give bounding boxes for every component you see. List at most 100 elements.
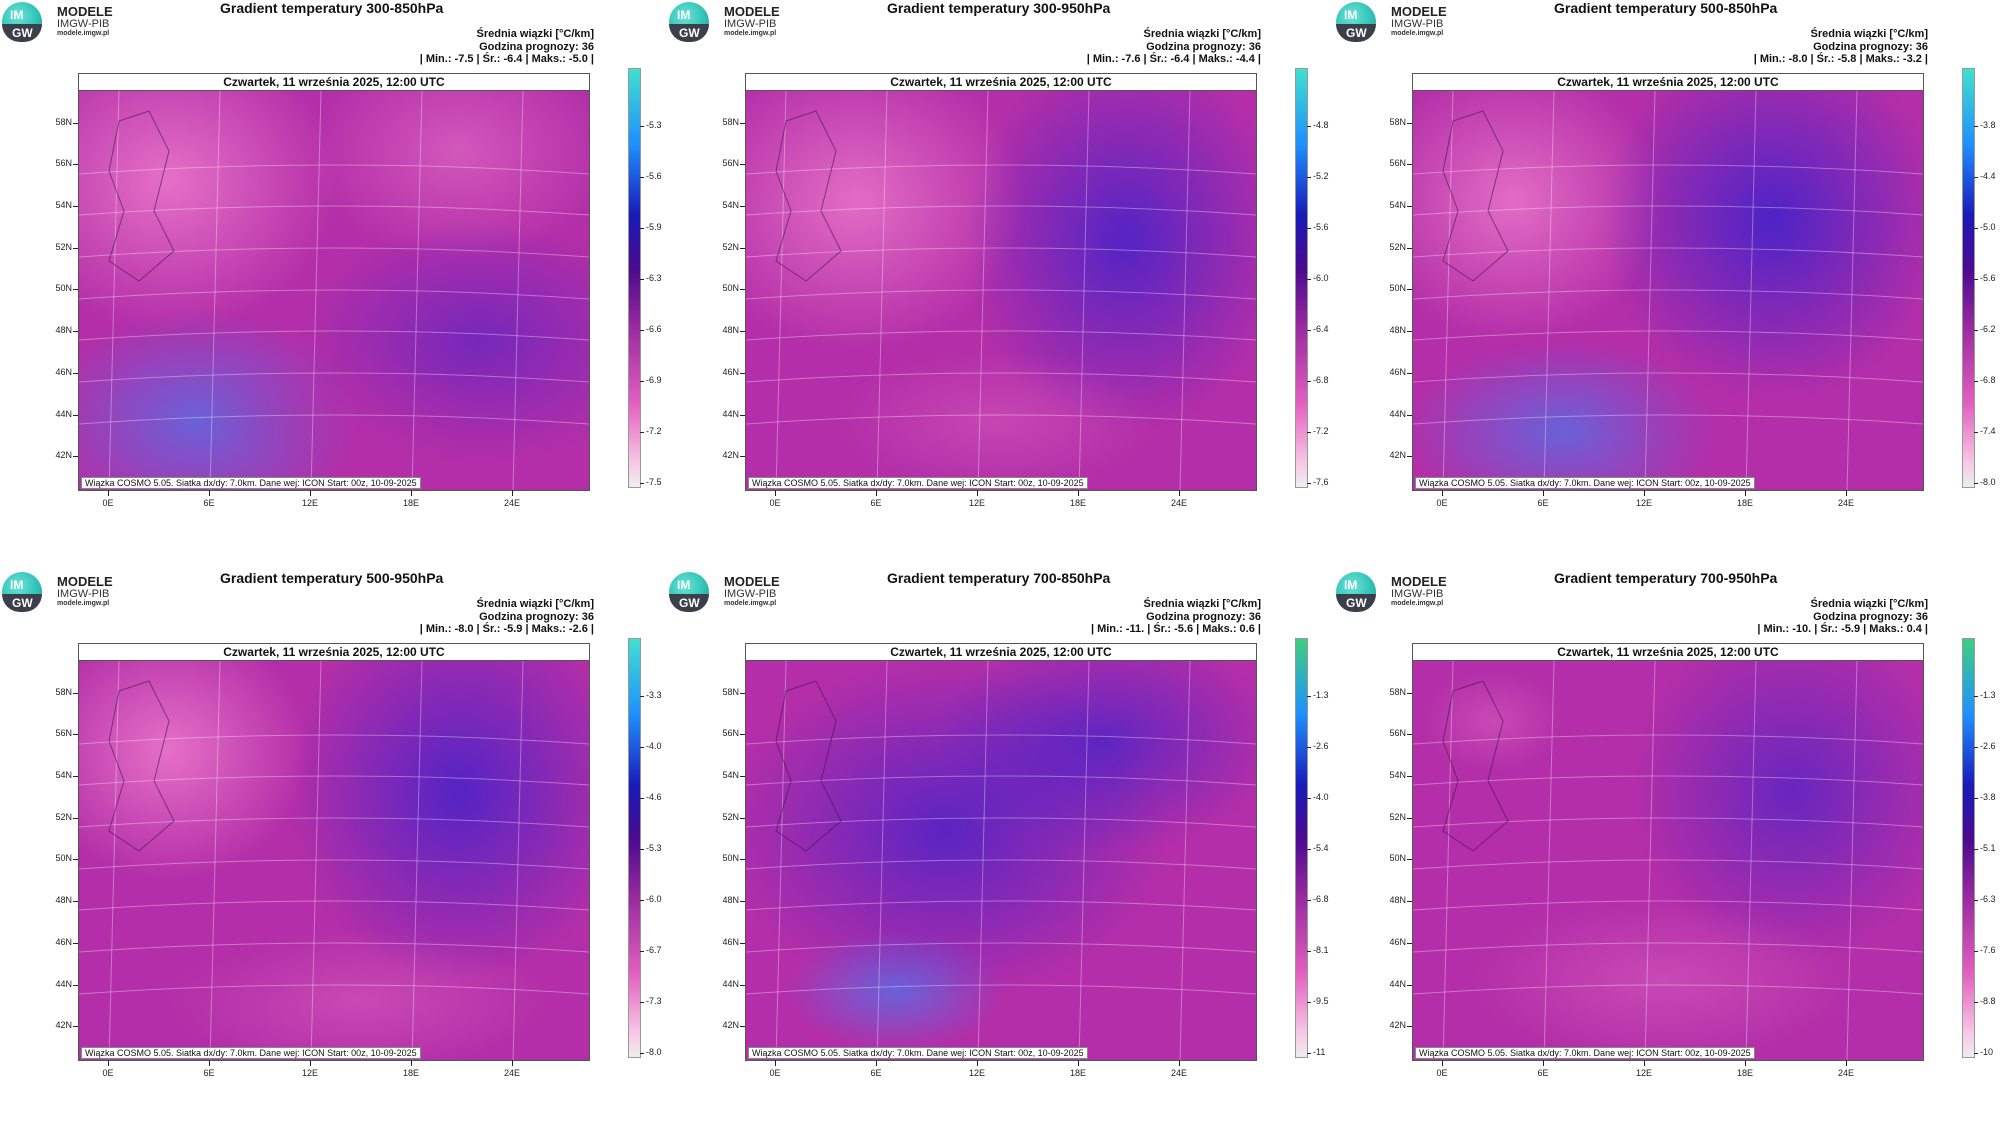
lat-tick-label: 48N — [705, 895, 745, 905]
forecast-panel: IM GW MODELE IMGW-PIB modele.imgw.pl Gradient… — [0, 0, 666, 568]
lat-tick-label: 58N — [38, 117, 78, 127]
panel-title: Gradient temperatury 300-850hPa — [220, 0, 444, 16]
map-frame: Czwartek, 11 września 2025, 12:00 UTC Wią… — [745, 643, 1257, 1061]
logo-subtitle: IMGW-PIB — [57, 18, 110, 30]
lat-tick-label: 54N — [1372, 200, 1412, 210]
map-date-header: Czwartek, 11 września 2025, 12:00 UTC — [1413, 74, 1923, 91]
lat-tick-label: 50N — [38, 853, 78, 863]
logo-im-text: IM — [677, 8, 691, 22]
logo-title: MODELE — [724, 4, 780, 19]
logo-im-text: IM — [677, 578, 691, 592]
colorbar-tick-label: -5.6 — [640, 171, 662, 181]
lat-tick-label: 44N — [1372, 979, 1412, 989]
lon-tick-label: 0E — [93, 490, 123, 508]
logo-im-text: IM — [10, 8, 24, 22]
logo-title: MODELE — [1391, 4, 1447, 19]
forecast-panel: IM GW MODELE IMGW-PIB modele.imgw.pl Gradient… — [1334, 0, 2000, 568]
lat-tick-label: 46N — [38, 367, 78, 377]
logo-gw-text: GW — [679, 26, 700, 40]
logo-title: MODELE — [1391, 574, 1447, 589]
stat-mean-label: Średnia wiązki [°C/km] — [1143, 28, 1262, 40]
colorbar-tick-label: -7.6 — [1307, 477, 1329, 487]
colorbar-tick-label: -6.0 — [1307, 273, 1329, 283]
colorbar-tick-label: -4.8 — [1307, 120, 1329, 130]
lon-tick-label: 0E — [1427, 490, 1457, 508]
lat-tick-label: 56N — [705, 158, 745, 168]
colorbar-tick-label: -4.0 — [640, 741, 662, 751]
imgw-logo: IM GW MODELE IMGW-PIB modele.imgw.pl — [2, 0, 132, 46]
lat-tick-label: 48N — [1372, 895, 1412, 905]
colorbar-tick-label: -5.4 — [1307, 843, 1329, 853]
lat-tick-label: 50N — [1372, 853, 1412, 863]
lon-tick-label: 24E — [1831, 1060, 1861, 1078]
stat-mean-label: Średnia wiązki [°C/km] — [1143, 598, 1262, 610]
stat-min-mean-max: | Min.: -10. | Śr.: -5.9 | Maks.: 0.4 | — [1757, 623, 1928, 635]
lat-tick-label: 56N — [705, 728, 745, 738]
imgw-logo-icon: IM GW — [669, 2, 709, 42]
lat-tick-label: 42N — [38, 1020, 78, 1030]
colorbar-tick-label: -9.5 — [1307, 996, 1329, 1006]
colorbar-tick-label: -8.8 — [1974, 996, 1996, 1006]
colorbar-tick-label: -5.9 — [640, 222, 662, 232]
stat-min-mean-max: | Min.: -7.5 | Śr.: -6.4 | Maks.: -5.0 | — [419, 53, 594, 65]
imgw-logo: IM GW MODELE IMGW-PIB modele.imgw.pl — [669, 570, 799, 616]
colorbar-tick-label: -11 — [1306, 1047, 1326, 1057]
lat-tick-label: 44N — [705, 409, 745, 419]
lat-tick-label: 46N — [705, 937, 745, 947]
forecast-panel: IM GW MODELE IMGW-PIB modele.imgw.pl Gradient… — [667, 570, 1333, 1138]
panel-title: Gradient temperatury 500-850hPa — [1554, 0, 1778, 16]
lat-tick-label: 48N — [38, 325, 78, 335]
colorbar — [628, 68, 641, 488]
lat-tick-label: 56N — [38, 728, 78, 738]
lon-tick-label: 6E — [861, 1060, 891, 1078]
map-frame: Czwartek, 11 września 2025, 12:00 UTC Wią… — [78, 643, 590, 1061]
logo-url: modele.imgw.pl — [1391, 30, 1444, 37]
colorbar — [1962, 68, 1975, 488]
map-date-header: Czwartek, 11 września 2025, 12:00 UTC — [746, 74, 1256, 91]
panel-title: Gradient temperatury 300-950hPa — [887, 0, 1111, 16]
panel-stats: Średnia wiązki [°C/km] Godzina prognozy: … — [1087, 28, 1261, 66]
stat-min-mean-max: | Min.: -7.6 | Śr.: -6.4 | Maks.: -4.4 | — [1086, 53, 1261, 65]
colorbar-tick-label: -6.0 — [640, 894, 662, 904]
map-footer-note: Wiązka COSMO 5.05. Siatka dx/dy: 7.0km. … — [1415, 477, 1755, 489]
imgw-logo: IM GW MODELE IMGW-PIB modele.imgw.pl — [669, 0, 799, 46]
lat-tick-label: 46N — [705, 367, 745, 377]
colorbar-tick-label: -3.8 — [1974, 792, 1996, 802]
colorbar-tick-label: -5.1 — [1974, 843, 1996, 853]
forecast-panel: IM GW MODELE IMGW-PIB modele.imgw.pl Gradient… — [667, 0, 1333, 568]
lat-tick-label: 50N — [38, 283, 78, 293]
lat-tick-label: 56N — [1372, 728, 1412, 738]
lat-tick-label: 48N — [38, 895, 78, 905]
map-date-header: Czwartek, 11 września 2025, 12:00 UTC — [79, 644, 589, 661]
lat-tick-label: 48N — [1372, 325, 1412, 335]
lon-tick-label: 24E — [497, 1060, 527, 1078]
panel-title: Gradient temperatury 700-950hPa — [1554, 570, 1778, 586]
stat-mean-label: Średnia wiązki [°C/km] — [476, 598, 595, 610]
map-frame: Czwartek, 11 września 2025, 12:00 UTC Wią… — [1412, 643, 1924, 1061]
colorbar-tick-label: -4.0 — [1307, 792, 1329, 802]
colorbar-tick-label: -8.0 — [1974, 477, 1996, 487]
colorbar-tick-label: -4.6 — [640, 792, 662, 802]
imgw-logo-icon: IM GW — [669, 572, 709, 612]
colorbar-tick-label: -1.3 — [1974, 690, 1996, 700]
stat-forecast-hour: Godzina prognozy: 36 — [1146, 610, 1261, 623]
lon-tick-label: 24E — [497, 490, 527, 508]
panel-stats: Średnia wiązki [°C/km] Godzina prognozy: … — [1754, 28, 1928, 66]
lon-tick-label: 12E — [295, 490, 325, 508]
lon-tick-label: 0E — [760, 1060, 790, 1078]
lat-tick-label: 44N — [1372, 409, 1412, 419]
map-field — [746, 91, 1256, 490]
map-footer-note: Wiązka COSMO 5.05. Siatka dx/dy: 7.0km. … — [81, 477, 421, 489]
imgw-logo-icon: IM GW — [2, 2, 42, 42]
logo-gw-text: GW — [1346, 596, 1367, 610]
logo-gw-text: GW — [1346, 26, 1367, 40]
stat-min-mean-max: | Min.: -11. | Śr.: -5.6 | Maks.: 0.6 | — [1090, 623, 1261, 635]
stat-min-mean-max: | Min.: -8.0 | Śr.: -5.8 | Maks.: -3.2 | — [1753, 53, 1928, 65]
lon-tick-label: 24E — [1164, 1060, 1194, 1078]
stat-forecast-hour: Godzina prognozy: 36 — [1813, 610, 1928, 623]
colorbar-tick-label: -6.8 — [1307, 375, 1329, 385]
map-field — [746, 661, 1256, 1060]
lon-tick-label: 6E — [1528, 1060, 1558, 1078]
colorbar-tick-label: -5.3 — [640, 843, 662, 853]
lat-tick-label: 44N — [705, 979, 745, 989]
